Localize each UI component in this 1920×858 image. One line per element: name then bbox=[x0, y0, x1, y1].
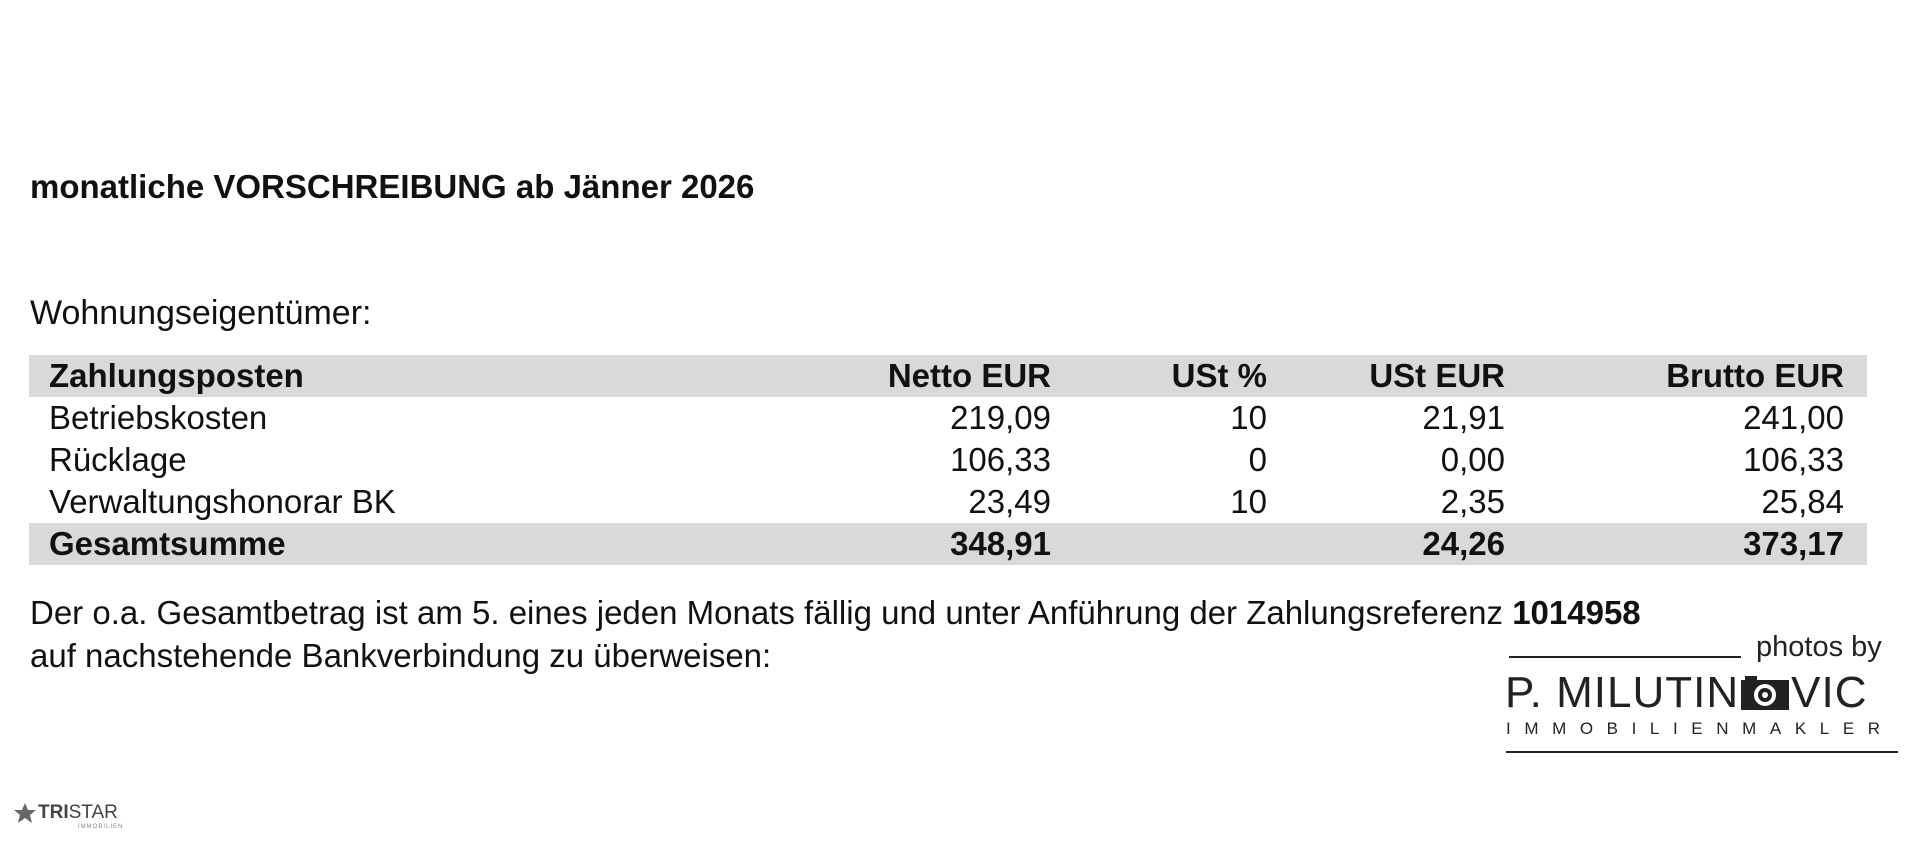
row-value: 2,35 bbox=[1440, 483, 1505, 520]
total-cell: Gesamtsumme bbox=[29, 523, 819, 565]
owner-label: Wohnungseigentümer: bbox=[30, 294, 372, 332]
row-value: 106,33 bbox=[950, 441, 1051, 478]
watermark-name: P. MILUTIN VIC bbox=[1505, 668, 1867, 718]
table-row: Betriebskosten 219,09 10 21,91 241,00 bbox=[29, 397, 1867, 439]
row-label: Rücklage bbox=[49, 441, 187, 478]
header-cell: Zahlungsposten bbox=[29, 355, 819, 397]
row-value: 0 bbox=[1248, 441, 1267, 478]
table-container: Zahlungsposten Netto EUR USt % USt EUR Brutt… bbox=[29, 355, 1867, 565]
header-cell: Netto EUR bbox=[819, 355, 1051, 397]
watermark-name-start: P. MILUTIN bbox=[1505, 668, 1740, 717]
table-row: Verwaltungshonorar BK 23,49 10 2,35 25,84 bbox=[29, 481, 1867, 523]
logo-star bbox=[14, 803, 36, 823]
row-value: 219,09 bbox=[950, 399, 1051, 436]
row-value: 25,84 bbox=[1761, 483, 1844, 520]
empty-cell bbox=[1051, 523, 1267, 565]
row-label: Verwaltungshonorar BK bbox=[49, 483, 396, 520]
row-value: 23,49 bbox=[968, 483, 1051, 520]
row-value: 0,00 bbox=[1440, 441, 1505, 478]
row-value: 106,33 bbox=[1743, 441, 1844, 478]
watermark-rule bbox=[1509, 656, 1741, 658]
row-value: 10 bbox=[1230, 399, 1267, 436]
logo-tagline: IMMOBILIEN bbox=[78, 824, 124, 830]
header-row: Zahlungsposten Netto EUR USt % USt EUR Brutt… bbox=[29, 355, 1867, 397]
note-text: Der o.a. Gesamtbetrag ist am 5. eines je… bbox=[30, 594, 1504, 631]
payment-table: Zahlungsposten Netto EUR USt % USt EUR Brutt… bbox=[29, 355, 1867, 565]
row-value: 241,00 bbox=[1743, 399, 1844, 436]
row-value: 10 bbox=[1230, 483, 1267, 520]
watermark-subtitle: IMMOBILIENMAKLER bbox=[1506, 719, 1894, 738]
logo-brand: STAR bbox=[68, 802, 118, 823]
table-body: Zahlungsposten Netto EUR USt % USt EUR Brutt… bbox=[29, 355, 1867, 565]
document-title: monatliche VORSCHREIBUNG ab Jänner 2026 bbox=[30, 168, 755, 205]
table-row: Rücklage 106,33 0 0,00 106,33 bbox=[29, 439, 1867, 481]
total-cell: 373,17 bbox=[1505, 523, 1867, 565]
watermark-credit: photos by bbox=[1756, 631, 1882, 663]
header-cell: Brutto EUR bbox=[1505, 355, 1867, 397]
camera-icon bbox=[1741, 676, 1790, 710]
logo-brand-bold: TRI bbox=[38, 802, 69, 823]
payment-note: Der o.a. Gesamtbetrag ist am 5. eines je… bbox=[30, 591, 1782, 677]
header-cell: USt EUR bbox=[1267, 355, 1505, 397]
header-cell: USt % bbox=[1051, 355, 1267, 397]
watermark-rule bbox=[1506, 751, 1898, 753]
watermark-name-end: VIC bbox=[1791, 668, 1868, 717]
note-text: auf nachstehende Bankverbindung zu überw… bbox=[30, 637, 772, 674]
row-value: 21,91 bbox=[1422, 399, 1505, 436]
total-row: Gesamtsumme 348,91 24,26 373,17 bbox=[29, 523, 1867, 565]
payment-reference: 1014958 bbox=[1512, 594, 1641, 631]
total-cell: 348,91 bbox=[819, 523, 1051, 565]
footer-logo: TRI STAR bbox=[12, 802, 118, 824]
total-cell: 24,26 bbox=[1267, 523, 1505, 565]
row-label: Betriebskosten bbox=[49, 399, 268, 436]
